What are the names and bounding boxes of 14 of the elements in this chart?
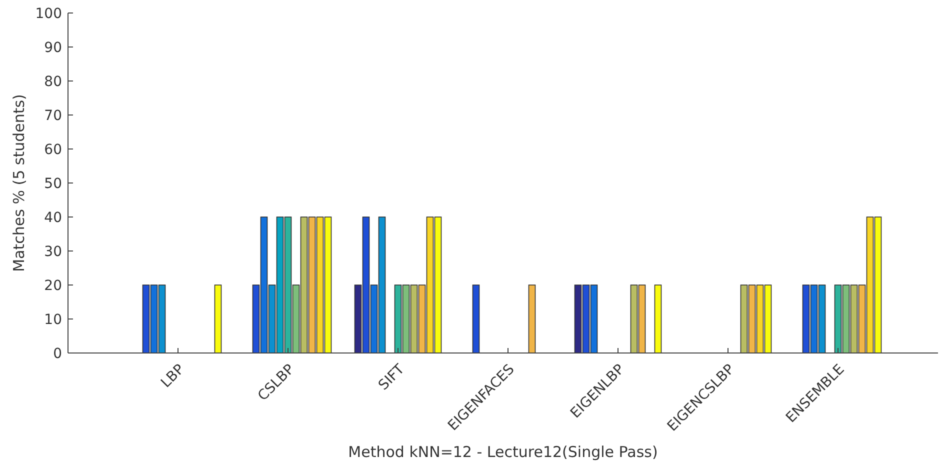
y-tick-label: 20 [44,278,62,294]
y-axis-title: Matches % (5 students) [10,94,28,272]
y-tick-label: 90 [44,40,62,56]
y-tick-label: 100 [35,6,62,22]
y-tick-label: 0 [53,346,62,362]
x-tick-label: LBP [158,361,188,392]
y-tick-label: 70 [44,108,62,124]
x-axis-title: Method kNN=12 - Lecture12(Single Pass) [348,443,658,461]
y-tick-label: 80 [44,74,62,90]
y-tick-label: 30 [44,244,62,260]
y-tick-label: 60 [44,142,62,158]
y-tick-label: 50 [44,176,62,192]
y-tick-label: 40 [44,210,62,226]
y-tick-label: 10 [44,312,62,328]
